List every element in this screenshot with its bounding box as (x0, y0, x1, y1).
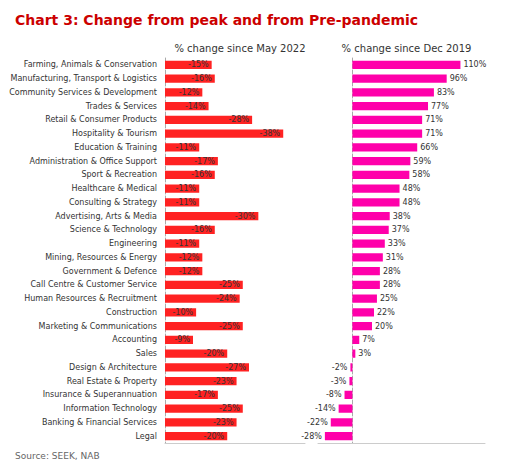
svg-text:Retail & Consumer Products: Retail & Consumer Products (45, 115, 157, 124)
svg-text:Mining, Resources & Energy: Mining, Resources & Energy (45, 253, 157, 262)
svg-text:-20%: -20% (204, 349, 225, 358)
svg-text:-16%: -16% (191, 74, 212, 83)
svg-text:-2%: -2% (332, 363, 348, 372)
svg-text:59%: 59% (413, 157, 431, 166)
svg-text:% change since Dec 2019: % change since Dec 2019 (342, 43, 472, 54)
svg-text:-12%: -12% (179, 88, 200, 97)
svg-text:Education & Training: Education & Training (74, 143, 157, 152)
svg-text:83%: 83% (437, 88, 455, 97)
svg-text:-10%: -10% (172, 308, 193, 317)
svg-text:Trades & Services: Trades & Services (85, 102, 157, 111)
svg-text:Real Estate & Property: Real Estate & Property (67, 377, 158, 386)
svg-text:Information Technology: Information Technology (63, 404, 157, 413)
svg-text:Design & Architecture: Design & Architecture (69, 363, 157, 372)
svg-text:Healthcare & Medical: Healthcare & Medical (71, 184, 157, 193)
svg-text:Legal: Legal (136, 432, 157, 441)
svg-text:7%: 7% (362, 335, 375, 344)
svg-text:-25%: -25% (219, 322, 240, 331)
svg-text:-12%: -12% (179, 253, 200, 262)
svg-text:Accounting: Accounting (112, 335, 157, 344)
svg-text:-16%: -16% (191, 225, 212, 234)
svg-text:-12%: -12% (179, 267, 200, 276)
svg-text:-11%: -11% (176, 198, 197, 207)
svg-text:-14%: -14% (185, 102, 206, 111)
svg-text:-24%: -24% (216, 294, 237, 303)
svg-text:Administration & Office Suppor: Administration & Office Support (30, 157, 157, 166)
svg-text:Farming, Animals & Conservatio: Farming, Animals & Conservation (24, 60, 157, 69)
svg-text:48%: 48% (403, 198, 421, 207)
svg-text:33%: 33% (388, 239, 406, 248)
svg-text:-38%: -38% (260, 129, 281, 138)
svg-text:-28%: -28% (228, 115, 249, 124)
svg-text:Banking & Financial Services: Banking & Financial Services (42, 418, 157, 427)
svg-text:38%: 38% (393, 212, 411, 221)
svg-text:Marketing & Communications: Marketing & Communications (39, 322, 157, 331)
svg-text:Sport & Recreation: Sport & Recreation (81, 170, 157, 179)
svg-text:28%: 28% (383, 267, 401, 276)
svg-text:-20%: -20% (204, 432, 225, 441)
svg-text:25%: 25% (380, 294, 398, 303)
svg-text:58%: 58% (412, 170, 430, 179)
svg-text:37%: 37% (392, 225, 410, 234)
svg-text:-22%: -22% (307, 418, 328, 427)
svg-text:20%: 20% (375, 322, 393, 331)
svg-text:22%: 22% (377, 308, 395, 317)
svg-text:Sales: Sales (136, 349, 157, 358)
svg-text:Government & Defence: Government & Defence (63, 267, 158, 276)
svg-text:-11%: -11% (176, 239, 197, 248)
svg-text:110%: 110% (463, 60, 486, 69)
svg-text:-28%: -28% (301, 432, 322, 441)
svg-text:Insurance & Superannuation: Insurance & Superannuation (43, 390, 157, 399)
svg-text:-17%: -17% (194, 157, 215, 166)
svg-text:Engineering: Engineering (109, 239, 157, 248)
svg-text:-16%: -16% (191, 170, 212, 179)
svg-text:66%: 66% (420, 143, 438, 152)
svg-text:-11%: -11% (176, 143, 197, 152)
svg-text:Call Centre & Customer Service: Call Centre & Customer Service (30, 280, 157, 289)
svg-text:-3%: -3% (331, 377, 347, 386)
svg-text:28%: 28% (383, 280, 401, 289)
svg-text:-23%: -23% (213, 418, 234, 427)
svg-text:-30%: -30% (235, 212, 256, 221)
svg-text:3%: 3% (358, 349, 371, 358)
svg-text:-17%: -17% (194, 390, 215, 399)
svg-text:Manufacturing, Transport & Log: Manufacturing, Transport & Logistics (11, 74, 157, 83)
svg-text:-27%: -27% (225, 363, 246, 372)
svg-text:Science & Technology: Science & Technology (70, 225, 157, 234)
svg-text:71%: 71% (425, 129, 443, 138)
svg-text:Consulting & Strategy: Consulting & Strategy (69, 198, 157, 207)
svg-text:-11%: -11% (176, 184, 197, 193)
svg-text:Chart 3: Change from peak and: Chart 3: Change from peak and from Pre-p… (15, 12, 418, 28)
svg-text:Hospitality & Tourism: Hospitality & Tourism (72, 129, 157, 138)
svg-text:48%: 48% (403, 184, 421, 193)
svg-text:-14%: -14% (315, 404, 336, 413)
svg-text:Source: SEEK, NAB: Source: SEEK, NAB (15, 451, 100, 461)
svg-text:-25%: -25% (219, 404, 240, 413)
svg-text:-23%: -23% (213, 377, 234, 386)
svg-text:Advertising, Arts & Media: Advertising, Arts & Media (55, 212, 157, 221)
svg-text:96%: 96% (450, 74, 468, 83)
svg-text:-8%: -8% (326, 390, 342, 399)
svg-text:% change since May 2022: % change since May 2022 (174, 43, 305, 54)
svg-text:77%: 77% (431, 102, 449, 111)
svg-text:Construction: Construction (106, 308, 157, 317)
svg-text:-9%: -9% (174, 335, 190, 344)
svg-text:-25%: -25% (219, 280, 240, 289)
svg-text:31%: 31% (386, 253, 404, 262)
svg-text:-15%: -15% (188, 60, 209, 69)
svg-text:Community Services & Developme: Community Services & Development (9, 88, 157, 97)
svg-text:Human Resources & Recruitment: Human Resources & Recruitment (24, 294, 157, 303)
svg-text:71%: 71% (425, 115, 443, 124)
